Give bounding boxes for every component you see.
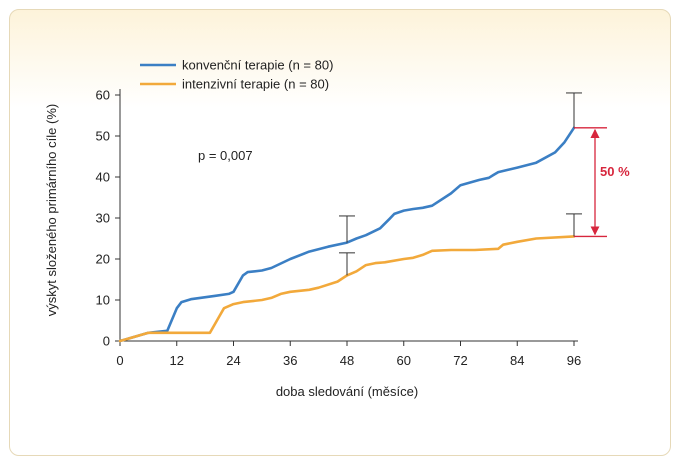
x-tick-label: 96 [567,353,581,368]
series-line-1 [118,126,576,343]
x-axis-label: doba sledování (měsíce) [276,384,418,399]
x-tick-label: 36 [283,353,297,368]
series-line-2 [118,235,576,343]
x-tick-label: 72 [453,353,467,368]
x-tick-label: 12 [170,353,184,368]
legend-label-2: intenzivní terapie (n = 80) [182,77,329,92]
y-axis-label: výskyt složeného primárního cíle (%) [44,104,59,316]
x-tick-label: 24 [226,353,240,368]
error-bars [339,92,582,276]
axes: 0 10 20 30 40 50 60 0 12 24 36 48 60 72 84 96 doba sledo… [44,88,581,400]
y-tick-label: 50 [96,129,110,144]
y-tick-label: 20 [96,252,110,267]
difference-label: 50 % [600,164,630,179]
x-tick-label: 0 [116,353,123,368]
y-tick-label: 10 [96,293,110,308]
annotations: p = 0,007 50 % [198,127,630,238]
x-tick-label: 60 [397,353,411,368]
y-tick-label: 0 [103,334,110,349]
y-tick-label: 40 [96,170,110,185]
x-tick-label: 84 [510,353,524,368]
y-tick-label: 60 [96,88,110,103]
chart-frame [9,9,671,456]
p-value-annotation: p = 0,007 [198,148,253,163]
y-tick-label: 30 [96,211,110,226]
legend-label-1: konvenční terapie (n = 80) [182,58,333,73]
x-tick-label: 48 [340,353,354,368]
legend: konvenční terapie (n = 80) intenzivní ter… [140,58,333,92]
